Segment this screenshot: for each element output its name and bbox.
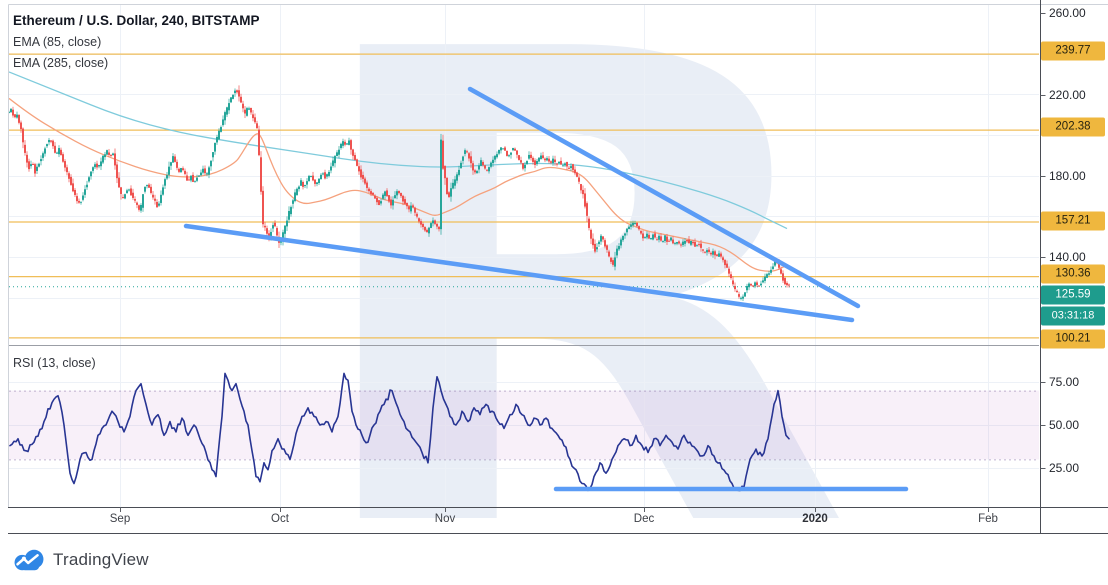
bar-countdown-badge: 03:31:18 bbox=[1041, 306, 1105, 326]
level-badge-157: 157.21 bbox=[1041, 211, 1105, 231]
ema85-legend[interactable]: EMA (85, close) bbox=[13, 34, 102, 49]
price-tick-140: 140.00 bbox=[1049, 250, 1086, 264]
time-label-sep: Sep bbox=[109, 513, 131, 525]
tradingview-label: TradingView bbox=[53, 550, 149, 569]
time-label-dec: Dec bbox=[633, 513, 655, 525]
time-label-2020: 2020 bbox=[802, 513, 828, 525]
time-axis[interactable] bbox=[8, 507, 1040, 533]
price-tick-180: 180.00 bbox=[1049, 169, 1086, 183]
tradingview-logo[interactable]: TradingView bbox=[12, 548, 149, 572]
level-badge-239: 239.77 bbox=[1041, 41, 1105, 61]
last-price-badge: 125.59 bbox=[1041, 285, 1105, 305]
rsi-tick-25: 25.00 bbox=[1049, 461, 1080, 475]
time-label-feb: Feb bbox=[978, 513, 998, 525]
rsi-legend[interactable]: RSI (13, close) bbox=[13, 356, 96, 370]
rsi-tick-75: 75.00 bbox=[1049, 375, 1080, 389]
ema285-legend[interactable]: EMA (285, close) bbox=[13, 55, 109, 70]
rsi-tick-50: 50.00 bbox=[1049, 418, 1080, 432]
level-badge-130: 130.36 bbox=[1041, 264, 1105, 284]
level-badge-202: 202.38 bbox=[1041, 117, 1105, 137]
price-axis[interactable] bbox=[1040, 0, 1108, 533]
tradingview-cloud-icon bbox=[12, 548, 46, 572]
time-label-oct: Oct bbox=[271, 513, 289, 525]
level-badge-100: 100.21 bbox=[1041, 329, 1105, 349]
price-tick-260: 260.00 bbox=[1049, 6, 1086, 20]
time-label-nov: Nov bbox=[434, 513, 456, 525]
price-tick-220: 220.00 bbox=[1049, 88, 1086, 102]
symbol-title[interactable]: Ethereum / U.S. Dollar, 240, BITSTAMP bbox=[13, 13, 260, 28]
